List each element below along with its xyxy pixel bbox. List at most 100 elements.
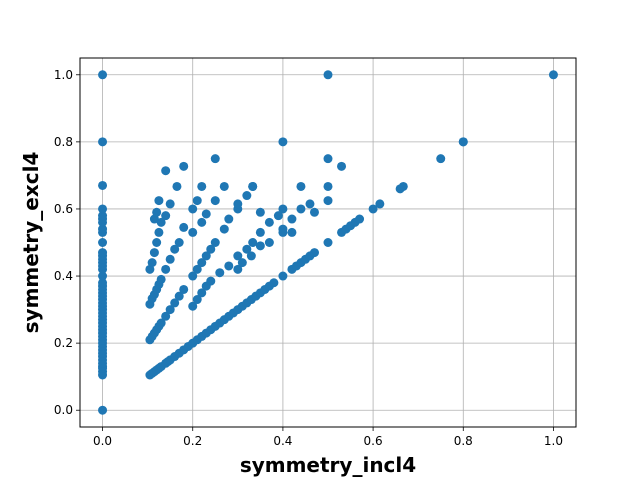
data-point	[255, 227, 265, 237]
data-point	[98, 211, 108, 221]
data-point	[269, 278, 279, 288]
data-point	[375, 199, 385, 209]
data-point	[219, 224, 229, 234]
data-point	[197, 217, 207, 227]
data-point	[98, 271, 108, 281]
data-point	[242, 244, 252, 254]
data-point	[278, 204, 288, 214]
data-point	[154, 227, 164, 237]
data-point	[188, 301, 198, 311]
data-point	[224, 214, 234, 224]
data-point	[201, 251, 211, 261]
x-tick-label: 0.6	[364, 434, 383, 448]
data-point	[355, 214, 365, 224]
data-point	[368, 204, 378, 214]
data-point	[436, 154, 446, 164]
data-point	[197, 181, 207, 191]
data-point	[206, 276, 216, 286]
data-point	[161, 311, 171, 321]
data-point	[215, 268, 225, 278]
data-point	[248, 238, 258, 247]
data-point	[323, 181, 333, 191]
data-point	[156, 217, 166, 227]
data-point	[309, 207, 319, 217]
data-point	[305, 199, 315, 209]
data-point	[233, 199, 243, 209]
data-point	[273, 211, 283, 221]
x-tick-label: 0.2	[183, 434, 202, 448]
y-tick-label: 0.6	[54, 202, 73, 216]
grid-lines	[80, 58, 576, 427]
y-tick-label: 0.2	[54, 336, 73, 350]
data-point	[323, 196, 333, 206]
data-point	[161, 166, 171, 176]
data-point	[156, 274, 166, 284]
data-point	[98, 278, 108, 288]
data-point	[179, 222, 189, 232]
data-point	[233, 264, 243, 274]
data-point	[172, 181, 182, 191]
data-point	[219, 181, 229, 191]
data-point	[174, 238, 184, 247]
data-point	[237, 258, 247, 268]
data-point	[206, 244, 216, 254]
data-point	[395, 184, 405, 194]
data-point	[98, 224, 108, 234]
data-point	[296, 204, 306, 214]
data-point	[98, 137, 108, 147]
data-point	[224, 261, 234, 271]
data-point	[255, 207, 265, 217]
x-tick-label: 0.8	[454, 434, 473, 448]
data-point	[287, 214, 297, 224]
data-points	[98, 70, 558, 415]
data-point	[98, 180, 108, 190]
y-tick-label: 1.0	[54, 68, 73, 82]
data-point	[188, 227, 198, 237]
data-point	[170, 244, 180, 254]
data-point	[192, 264, 202, 274]
data-point	[210, 238, 220, 247]
data-point	[233, 251, 243, 261]
data-point	[156, 318, 166, 328]
data-point	[264, 238, 274, 247]
x-tick-label: 0.4	[273, 434, 292, 448]
data-point	[152, 207, 162, 217]
data-point	[179, 161, 189, 171]
data-point	[210, 196, 220, 206]
data-point	[165, 254, 175, 264]
data-point	[165, 199, 175, 209]
data-point	[278, 227, 288, 237]
data-point	[161, 211, 171, 221]
data-point	[98, 248, 108, 258]
data-point	[149, 248, 159, 258]
data-point	[170, 298, 180, 308]
x-tick-label: 1.0	[544, 434, 563, 448]
data-point	[458, 137, 468, 147]
y-tick-label: 0.4	[54, 269, 73, 283]
data-point	[201, 209, 211, 219]
axis-ticks: 0.0 0.2 0.4 0.6 0.8 1.0 0.0 0.2 0.4 0.6 0.8 1.0	[54, 68, 563, 448]
data-point	[154, 196, 164, 206]
data-point	[197, 258, 207, 268]
data-point	[264, 217, 274, 227]
data-point	[287, 227, 297, 237]
data-point	[165, 305, 175, 315]
y-tick-label: 0.8	[54, 135, 73, 149]
data-point	[309, 248, 319, 258]
data-point	[323, 238, 333, 247]
data-point	[192, 295, 202, 305]
data-point	[174, 291, 184, 301]
data-point	[278, 137, 288, 147]
data-point	[337, 161, 347, 171]
data-point	[296, 181, 306, 191]
data-point	[98, 70, 108, 80]
data-point	[147, 258, 157, 268]
data-point	[98, 405, 108, 415]
data-point	[248, 181, 258, 191]
data-point	[152, 238, 162, 247]
data-point	[246, 251, 256, 261]
data-point	[98, 204, 108, 214]
data-point	[98, 238, 108, 247]
